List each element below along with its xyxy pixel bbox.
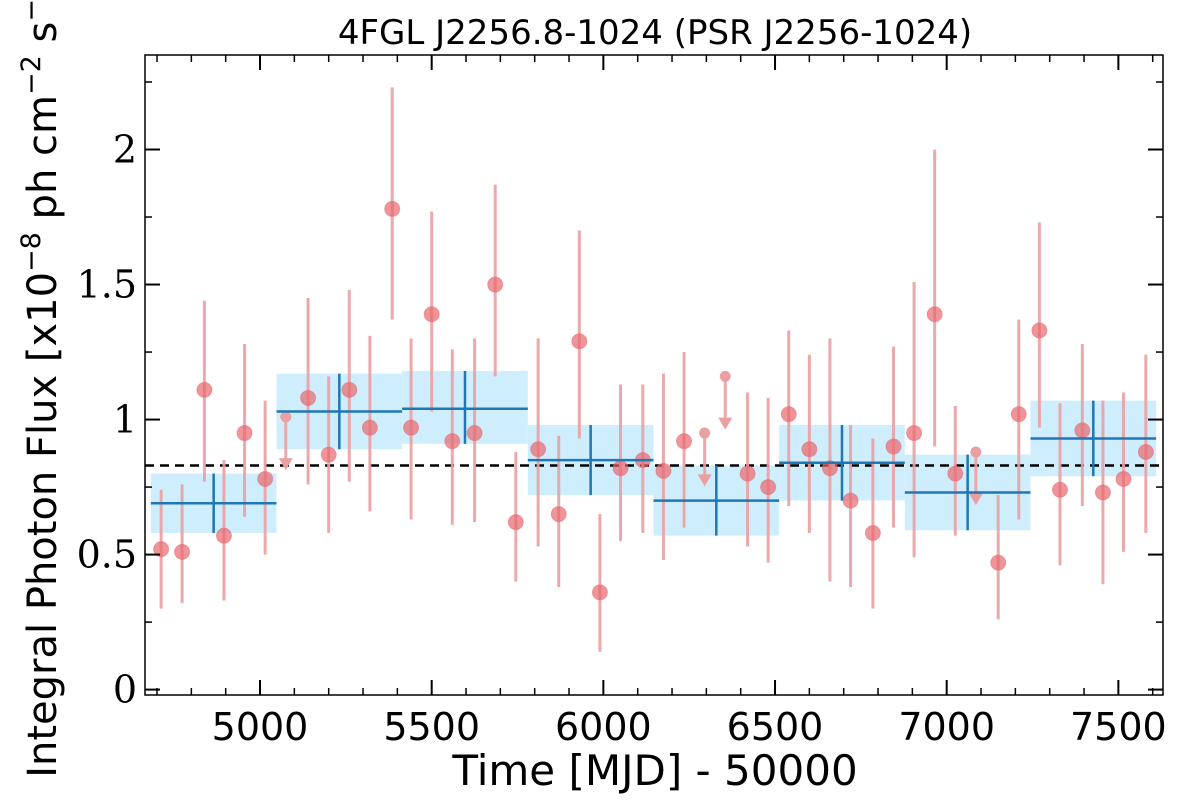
flux-point (384, 200, 401, 217)
flux-point (1010, 406, 1027, 423)
flux-point (926, 306, 943, 323)
flux-point (300, 389, 317, 406)
upper-limit-point (719, 370, 731, 382)
flux-point (1074, 422, 1091, 439)
flux-point (1137, 443, 1154, 460)
y-tick-label: 0 (113, 668, 137, 712)
flux-point (487, 276, 504, 293)
flux-point (801, 441, 818, 458)
flux-point (174, 543, 191, 560)
x-tick-label: 5000 (212, 705, 309, 749)
upper-limit-arrow (968, 493, 983, 506)
flux-point (739, 465, 756, 482)
flux-point (215, 527, 232, 544)
y-tick-label: 0.5 (77, 533, 137, 577)
flux-point (947, 465, 964, 482)
flux-point (466, 425, 483, 442)
flux-point (320, 446, 337, 463)
long-bin-crosses (150, 370, 1157, 536)
flux-point (236, 425, 253, 442)
flux-point (550, 506, 567, 523)
flux-point (842, 492, 859, 509)
flux-point (1115, 470, 1132, 487)
x-tick-labels: 5000 5500 6000 6500 7000 7500 (212, 705, 1167, 749)
flux-point (780, 406, 797, 423)
y-axis-label-mid2: s (20, 22, 66, 56)
flux-point (821, 460, 838, 477)
flux-point (423, 306, 440, 323)
flux-point (760, 479, 777, 496)
y-axis-label: Integral Photon Flux [x10−8 ph cm−2 s−1] (16, 0, 66, 778)
y-tick-label: 2 (113, 128, 137, 172)
x-axis-label: Time [MJD] - 50000 (451, 746, 857, 795)
flux-point (885, 438, 902, 455)
flux-point (530, 441, 547, 458)
flux-point (1031, 322, 1048, 339)
flux-point (1094, 484, 1111, 501)
flux-point (507, 514, 524, 531)
y-tick-label: 1 (113, 398, 137, 442)
x-tick-label: 6500 (727, 705, 824, 749)
y-axis-label-exp3: −1 (16, 0, 47, 22)
y-axis-label-main: Integral Photon Flux [x10 (20, 272, 66, 778)
flux-point (612, 460, 629, 477)
flux-point (361, 419, 378, 436)
flux-point (906, 425, 923, 442)
flux-point (153, 541, 170, 558)
upper-limit-arrow (697, 474, 712, 487)
flux-point (676, 433, 693, 450)
y-axis-label-mid: ph cm (20, 95, 66, 232)
short-bin-points (153, 200, 1154, 601)
plot-frame (144, 54, 1164, 696)
chart-title: 4FGL J2256.8-1024 (PSR J2256-1024) (338, 13, 972, 53)
upper-limit-arrow (718, 417, 733, 430)
upper-limit-point (699, 427, 711, 439)
flux-point (655, 462, 672, 479)
x-tick-label: 7500 (1070, 705, 1167, 749)
flux-point (444, 433, 461, 450)
flux-point (257, 470, 274, 487)
flux-point (990, 554, 1007, 571)
y-tick-label: 1.5 (77, 263, 137, 307)
upper-limit-point (280, 411, 292, 423)
x-tick-label: 7000 (898, 705, 995, 749)
y-axis-label-exp2: −2 (16, 55, 47, 95)
flux-point (591, 584, 608, 601)
upper-limit-arrow (278, 458, 293, 471)
flux-point (341, 381, 358, 398)
x-tick-label: 5500 (383, 705, 480, 749)
y-axis-label-exp1: −8 (16, 232, 47, 272)
flux-point (196, 381, 213, 398)
flux-point (571, 333, 588, 350)
y-tick-labels: 0 0.5 1 1.5 2 (77, 128, 137, 712)
x-tick-label: 6000 (555, 705, 652, 749)
flux-point (1051, 481, 1068, 498)
flux-point (403, 419, 420, 436)
axes-frame (144, 54, 1164, 696)
flux-point (864, 524, 881, 541)
upper-limit-point (970, 446, 982, 458)
